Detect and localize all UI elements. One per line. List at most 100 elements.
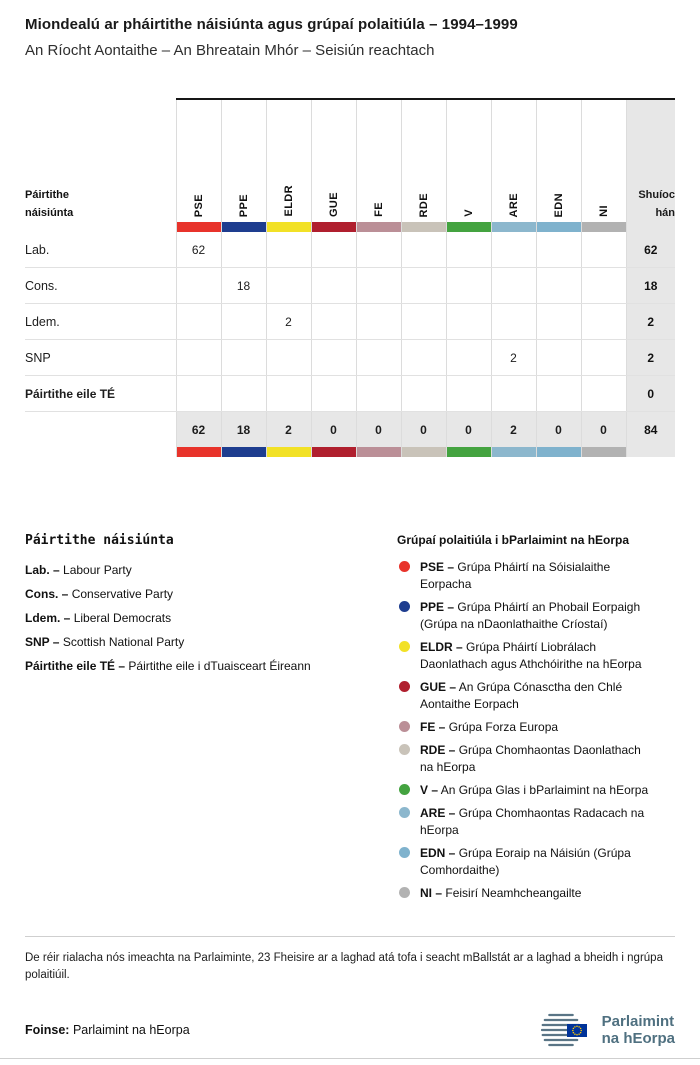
table-row: Cons. 18 18 (25, 267, 675, 304)
party-name: Liberal Democrats (73, 611, 172, 625)
cell (310, 339, 357, 376)
cell (310, 303, 357, 340)
row-label: Páirtithe eile TÉ (25, 375, 176, 412)
group-color-bar (176, 222, 221, 232)
cell (220, 303, 267, 340)
column-total-cell: 0 (310, 411, 357, 447)
legend-item: PSE – Grúpa Pháirtí na Sóisialaithe Eorp… (397, 559, 655, 593)
cell (400, 303, 447, 340)
party-name: Labour Party (63, 563, 132, 577)
cell: 2 (265, 303, 312, 340)
group-color-bar (266, 222, 311, 232)
group-desc: Grúpa Forza Europa (448, 720, 559, 734)
color-bar-row-bottom (25, 447, 675, 457)
legend-item: RDE – Grúpa Chomhaontas Daonlathach na h… (397, 742, 655, 776)
row-label: Ldem. (25, 303, 176, 340)
party-name: Scottish National Party (62, 635, 185, 649)
page-title: Miondealú ar pháirtithe náisiúnta agus g… (25, 16, 518, 33)
ni-legend-dot (399, 887, 410, 898)
group-color-bar (401, 222, 446, 232)
group-desc: An Grúpa Cónasctha den Chlé Aontaithe Eo… (420, 680, 623, 711)
group-color-bar (401, 447, 446, 457)
cell (400, 267, 447, 304)
row-total-cell: 18 (625, 267, 675, 304)
group-desc: An Grúpa Glas i bParlaimint na hEorpa (440, 783, 649, 797)
group-color-bar (311, 222, 356, 232)
cell (445, 375, 492, 412)
cell (490, 303, 537, 340)
column-total-cell: 2 (265, 411, 312, 447)
legend-item: V – An Grúpa Glas i bParlaimint na hEorp… (397, 782, 655, 799)
row-total-cell: 62 (625, 232, 675, 268)
column-header-label: ELDR (282, 185, 295, 217)
party-name: Páirtithe eile i dTuaisceart Éireann (128, 659, 311, 673)
group-code: ELDR – (420, 640, 463, 654)
cell (580, 375, 627, 412)
group-desc: Grúpa Pháirtí Liobrálach Daonlathach agu… (420, 640, 642, 671)
political-groups-legend-title: Grúpaí polaitiúla i bParlaimint na hEorp… (397, 533, 630, 547)
group-desc: Grúpa Pháirtí na Sóisialaithe Eorpacha (420, 560, 611, 591)
column-total-cell: 0 (355, 411, 402, 447)
cell (220, 339, 267, 376)
group-desc: Grúpa Chomhaontas Daonlathach na hEorpa (420, 743, 641, 774)
cell (445, 339, 492, 376)
table-row: Lab. 62 62 (25, 232, 675, 268)
cell (535, 375, 582, 412)
cell (400, 232, 447, 268)
cell (265, 232, 312, 268)
page-footer: De réir rialacha nós imeachta na Parlaim… (25, 936, 675, 1052)
page-bottom-border (0, 1058, 700, 1059)
legend-item: Cons. – Conservative Party (25, 587, 397, 601)
group-color-bar (266, 447, 311, 457)
v-legend-dot (399, 784, 410, 795)
group-code: GUE – (420, 680, 457, 694)
edn-legend-dot (399, 847, 410, 858)
legend-item: ARE – Grúpa Chomhaontas Radacach na hEor… (397, 805, 655, 839)
pse-legend-dot (399, 561, 410, 572)
row-total-cell: 2 (625, 303, 675, 340)
cell (220, 232, 267, 268)
group-color-bar (356, 222, 401, 232)
party-abbr: Páirtithe eile TÉ – (25, 659, 126, 673)
cell (445, 267, 492, 304)
column-header-label: PPE (237, 193, 250, 217)
party-abbr: Cons. – (25, 587, 69, 601)
cell (265, 267, 312, 304)
group-color-bar (491, 447, 536, 457)
column-header-label: NI (597, 205, 610, 217)
column-total-cell: 18 (220, 411, 267, 447)
group-color-bar (356, 447, 401, 457)
logo-wordmark: Parlaimint na hEorpa (602, 1013, 675, 1047)
column-header-label: EDN (552, 192, 565, 217)
table-row: SNP 2 2 (25, 339, 675, 376)
national-parties-legend-title: Páirtithe náisiúnta (25, 533, 174, 548)
spacer-cell (25, 411, 176, 447)
cell (175, 375, 222, 412)
cell (445, 303, 492, 340)
party-name: Conservative Party (71, 587, 174, 601)
rde-legend-dot (399, 744, 410, 755)
column-total-cell: 62 (175, 411, 222, 447)
group-code: NI – (420, 886, 443, 900)
cell (580, 232, 627, 268)
column-total-cell: 0 (535, 411, 582, 447)
column-header-label: PSE (192, 193, 205, 217)
legend-item: Ldem. – Liberal Democrats (25, 611, 397, 625)
ppe-legend-dot (399, 601, 410, 612)
column-total-cell: 0 (580, 411, 627, 447)
cell (535, 339, 582, 376)
group-color-bar (176, 447, 221, 457)
source-row: Foinse: Parlaimint na hEorpa (25, 1008, 675, 1052)
row-total-cell: 2 (625, 339, 675, 376)
column-header-ppe: PPE (220, 98, 267, 222)
legend-item: NI – Feisirí Neamhcheangailte (397, 885, 655, 902)
column-header-v: V (445, 98, 492, 222)
group-color-bar (446, 447, 491, 457)
fe-legend-dot (399, 721, 410, 732)
group-color-bar (581, 222, 626, 232)
column-header-label: RDE (417, 192, 430, 217)
group-code: ARE – (420, 806, 456, 820)
column-header-label: FE (372, 202, 385, 217)
cell (355, 339, 402, 376)
party-abbr: SNP – (25, 635, 60, 649)
